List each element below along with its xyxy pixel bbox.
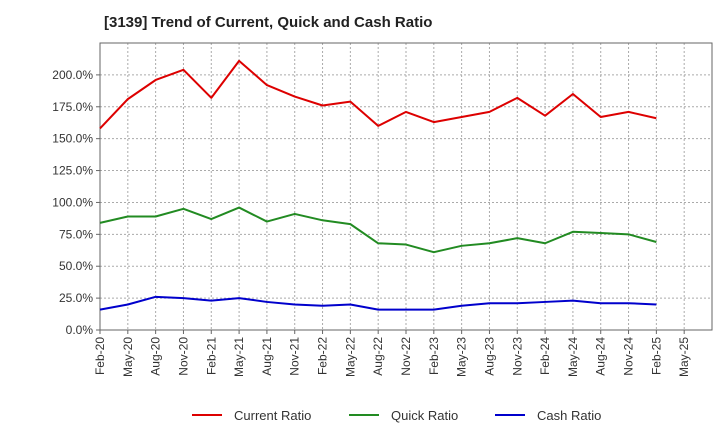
y-tick-label: 150.0%	[52, 132, 93, 146]
x-tick-label: Nov-22	[399, 337, 413, 376]
legend-label-current-ratio: Current Ratio	[234, 408, 311, 423]
x-tick-label: Feb-25	[649, 337, 663, 375]
chart-title: [3139] Trend of Current, Quick and Cash …	[104, 14, 433, 31]
y-tick-label: 50.0%	[59, 259, 93, 273]
x-tick-label: Feb-21	[204, 337, 218, 375]
x-tick-label: Aug-23	[482, 337, 496, 376]
grid-lines	[100, 43, 712, 330]
x-tick-label: May-22	[343, 337, 357, 377]
x-tick-label: May-24	[566, 337, 580, 377]
x-tick-label: Aug-22	[371, 337, 385, 376]
legend: Current Ratio Quick Ratio Cash Ratio	[192, 408, 601, 423]
legend-label-cash-ratio: Cash Ratio	[537, 408, 601, 423]
y-tick-label: 0.0%	[66, 323, 94, 337]
series-lines	[99, 59, 657, 311]
x-tick-label: Feb-23	[427, 337, 441, 375]
x-tick-label: Nov-21	[288, 337, 302, 376]
y-tick-label: 25.0%	[59, 291, 93, 305]
x-tick-label: Aug-21	[260, 337, 274, 376]
y-tick-label: 75.0%	[59, 227, 93, 241]
x-tick-label: Nov-23	[510, 337, 524, 376]
y-tick-label: 100.0%	[52, 195, 93, 209]
x-tick-label: May-23	[455, 337, 469, 377]
series-line-current-ratio	[99, 59, 657, 130]
x-tick-label: Nov-24	[622, 337, 636, 376]
x-tick-label: May-20	[121, 337, 135, 377]
y-axis-ticks: 0.0% 25.0% 50.0% 75.0% 100.0% 125.0% 150.0% 175…	[52, 68, 100, 337]
y-tick-label: 200.0%	[52, 68, 93, 82]
y-tick-label: 125.0%	[52, 164, 93, 178]
x-tick-label: May-25	[677, 337, 691, 377]
x-tick-label: Aug-24	[594, 337, 608, 376]
series-line-cash-ratio	[99, 295, 657, 311]
series-line-quick-ratio	[99, 206, 657, 254]
x-axis-ticks: Feb-20 May-20 Aug-20 Nov-20 Feb-21 May-21 Aug-…	[93, 330, 691, 377]
x-tick-label: Feb-24	[538, 337, 552, 375]
plot-frame	[99, 42, 713, 331]
x-tick-label: Feb-20	[93, 337, 107, 375]
x-tick-label: May-21	[232, 337, 246, 377]
legend-label-quick-ratio: Quick Ratio	[391, 408, 458, 423]
x-tick-label: Nov-20	[176, 337, 190, 376]
x-tick-label: Aug-20	[149, 337, 163, 376]
y-tick-label: 175.0%	[52, 100, 93, 114]
x-tick-label: Feb-22	[316, 337, 330, 375]
